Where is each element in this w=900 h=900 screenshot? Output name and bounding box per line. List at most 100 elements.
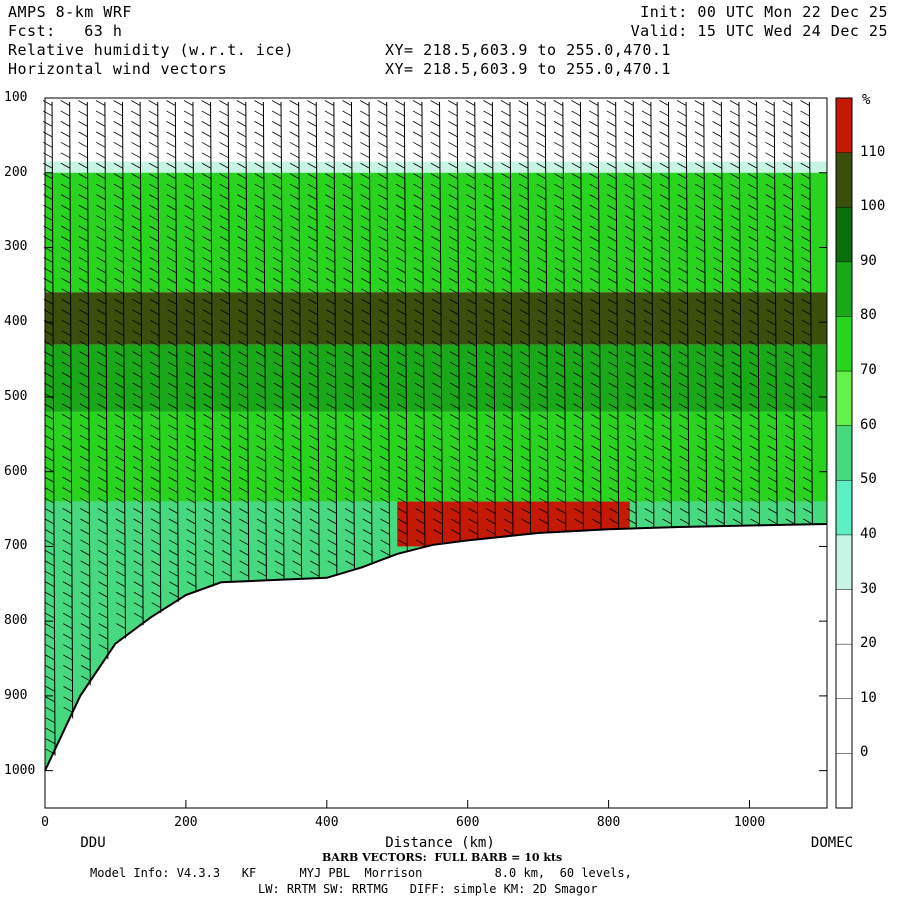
wind-barb-feather — [553, 131, 564, 138]
wind-barb-feather — [61, 309, 71, 316]
wind-barb-feather — [467, 393, 477, 399]
wind-barb-feather — [765, 100, 775, 106]
wind-barb-feather — [467, 361, 477, 368]
wind-barb-feather — [467, 351, 477, 357]
wind-barb-feather — [309, 434, 319, 441]
wind-barb-feather — [78, 194, 88, 200]
plot-frame — [44, 97, 828, 809]
wind-barb-feather — [272, 267, 283, 274]
wind-barb-feather — [413, 267, 424, 274]
wind-barb-feather — [326, 309, 336, 316]
wind-barb-feather — [714, 487, 725, 493]
wind-barb-feather — [554, 173, 564, 180]
colorbar-swatch — [836, 371, 852, 426]
wind-barb-feather — [555, 319, 565, 326]
wind-barb-feather — [731, 277, 741, 284]
wind-barb-feather — [221, 487, 231, 493]
wind-barb-feather — [343, 330, 354, 337]
wind-barb-feather — [659, 121, 669, 127]
wind-barb-feather — [325, 257, 336, 263]
wind-barb-feather — [221, 539, 232, 546]
wind-barb-feather — [380, 550, 390, 556]
wind-barb-staff — [69, 101, 74, 719]
wind-barb-feather — [80, 539, 90, 546]
wind-barb-feather — [272, 183, 282, 190]
wind-barb-feather — [803, 518, 813, 525]
wind-barb-feather — [96, 298, 107, 305]
wind-barb-feather — [345, 560, 355, 567]
wind-barb-feather — [185, 455, 196, 462]
wind-barb-feather — [379, 455, 390, 462]
wind-barb-feather — [378, 288, 389, 295]
wind-barb-feather — [44, 361, 54, 368]
wind-barb-feather — [801, 277, 811, 284]
wind-barb-feather — [661, 361, 671, 368]
wind-barb-feather — [45, 696, 55, 703]
wind-barb-feather — [448, 246, 459, 253]
wind-barb-feather — [360, 152, 370, 159]
wind-barb-feather — [379, 361, 389, 368]
wind-barb-feather — [784, 424, 795, 431]
wind-barb-feather — [432, 403, 442, 410]
wind-barb-feather — [430, 173, 441, 180]
wind-barb-feather — [97, 340, 107, 347]
wind-barb-feather — [573, 466, 584, 473]
wind-barb-feather — [203, 445, 213, 452]
wind-barb-feather — [239, 518, 249, 525]
wind-barb-feather — [467, 309, 477, 316]
wind-barb-feather — [537, 340, 548, 347]
wind-barb-feather — [272, 152, 282, 159]
wind-barb-feather — [150, 372, 160, 378]
wind-barb-feather — [679, 497, 690, 504]
wind-barb-feather — [185, 414, 196, 420]
wind-barb-feather — [395, 204, 406, 211]
y-tick-label: 100 — [4, 90, 28, 105]
wind-barb-feather — [432, 487, 443, 493]
wind-barb-feather — [397, 434, 407, 441]
wind-barb-feather — [556, 487, 566, 493]
wind-barb-feather — [643, 330, 653, 337]
wind-barb-feather — [679, 424, 689, 431]
wind-barb-feather — [342, 194, 353, 200]
wind-barb-feather — [466, 204, 476, 211]
wind-barb-feather — [132, 351, 142, 357]
wind-barb-feather — [748, 225, 758, 232]
wind-barb-feather — [626, 434, 636, 441]
wind-barb-feather — [202, 236, 212, 242]
wind-barb-feather — [571, 141, 581, 148]
wind-barb-feather — [113, 204, 124, 211]
wind-barb-feather — [574, 508, 584, 514]
wind-barb-feather — [730, 246, 741, 253]
wind-barb-feather — [254, 152, 264, 159]
wind-barb-feather — [538, 434, 548, 441]
wind-barb-feather — [556, 518, 566, 525]
wind-barb-feather — [696, 351, 706, 357]
wind-barb-feather — [185, 319, 195, 326]
wind-barb-feather — [677, 204, 688, 211]
wind-barb-feather — [802, 466, 813, 473]
wind-barb-feather — [696, 393, 707, 399]
wind-barb-feather — [571, 162, 582, 169]
wind-barb-feather — [714, 414, 724, 420]
wind-barb-feather — [644, 455, 654, 462]
wind-barb-feather — [591, 434, 601, 441]
wind-barb-feather — [397, 393, 407, 399]
wind-barb-feather — [133, 476, 143, 483]
wind-barb-feather — [202, 267, 212, 274]
wind-barb-feather — [185, 382, 195, 389]
wind-barb-feather — [204, 560, 214, 567]
wind-barb-feather — [167, 340, 178, 347]
wind-barb-feather — [483, 110, 493, 117]
wind-barb-feather — [114, 277, 124, 284]
wind-barb-feather — [503, 529, 514, 535]
wind-barb-feather — [643, 340, 653, 347]
wind-barb-feather — [44, 393, 54, 399]
wind-barb-feather — [379, 424, 390, 431]
wind-barb-feather — [715, 518, 725, 525]
wind-barb-staff — [439, 101, 444, 545]
wind-barb-feather — [677, 131, 687, 138]
wind-barb-feather — [784, 309, 794, 316]
wind-barb-feather — [96, 204, 106, 211]
wind-barb-feather — [379, 476, 390, 483]
wind-barb-feather — [131, 215, 141, 221]
